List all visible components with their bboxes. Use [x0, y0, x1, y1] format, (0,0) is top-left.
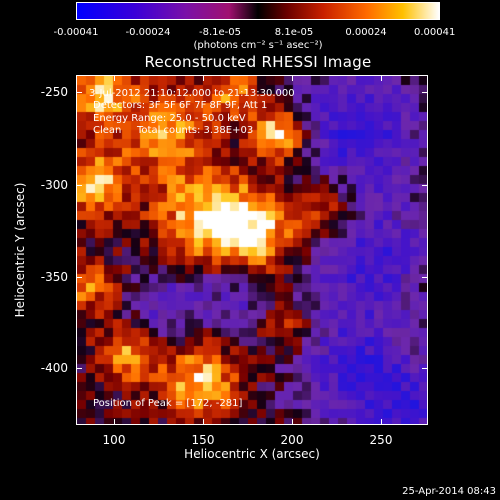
x-tickmark	[114, 75, 115, 81]
colorbar	[76, 2, 440, 20]
colorbar-tick: -8.1e-05	[199, 27, 241, 38]
colorbar-tick: 0.00024	[345, 27, 387, 38]
y-tickmark	[422, 185, 428, 186]
x-tick: 200	[280, 433, 304, 447]
energy-range: Energy Range: 25.0 - 50.0 keV	[93, 113, 246, 124]
x-tickmark	[292, 419, 293, 425]
colorbar-tick: 8.1e-05	[274, 27, 314, 38]
x-tickmark	[381, 75, 382, 81]
y-tick: -350	[40, 270, 68, 284]
total-counts: Total counts: 3.38E+03	[137, 125, 254, 136]
x-tickmark	[114, 419, 115, 425]
colorbar-tick: -0.00041	[53, 27, 99, 38]
y-tickmark	[76, 368, 82, 369]
x-tick: 250	[369, 433, 393, 447]
y-tickmark	[422, 368, 428, 369]
image-title: Reconstructed RHESSI Image	[144, 53, 372, 71]
y-tick: -250	[40, 85, 68, 99]
x-axis-label: Heliocentric X (arcsec)	[184, 447, 320, 461]
y-tickmark	[422, 92, 428, 93]
plot-area: 3-Jul-2012 21:10:12.000 to 21:13:30.000 …	[76, 75, 428, 425]
clean-method: Clean	[93, 125, 122, 136]
time-range: 3-Jul-2012 21:10:12.000 to 21:13:30.000	[89, 88, 295, 99]
y-axis-label: Heliocentric Y (arcsec)	[13, 182, 27, 318]
detectors-info: Detectors: 3F 5F 6F 7F 8F 9F, Att 1	[93, 100, 268, 111]
y-tick: -300	[40, 178, 68, 192]
y-tickmark	[76, 185, 82, 186]
x-tickmark	[203, 75, 204, 81]
x-tickmark	[292, 75, 293, 81]
colorbar-tick: -0.00024	[125, 27, 171, 38]
x-tick: 150	[191, 433, 215, 447]
rhessi-heatmap	[77, 76, 427, 424]
x-tick: 100	[102, 433, 126, 447]
y-tickmark	[76, 92, 82, 93]
colorbar-unit: (photons cm⁻² s⁻¹ asec⁻²)	[193, 40, 323, 51]
x-tickmark	[203, 419, 204, 425]
y-tick: -400	[40, 361, 68, 375]
x-tickmark	[381, 419, 382, 425]
footer-date: 25-Apr-2014 08:43	[402, 486, 496, 497]
colorbar-tick: 0.00041	[414, 27, 456, 38]
y-tickmark	[76, 277, 82, 278]
y-tickmark	[422, 277, 428, 278]
peak-position: Position of Peak = [172, -281]	[93, 398, 243, 409]
